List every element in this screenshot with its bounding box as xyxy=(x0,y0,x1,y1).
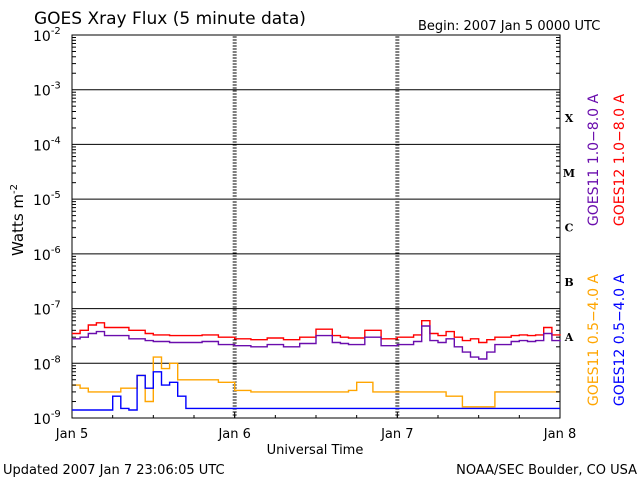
plot-frame xyxy=(71,34,561,419)
legend-label: GOES11 0.5−4.0 A xyxy=(586,274,602,407)
y-axis-label: Watts m-2 xyxy=(9,184,27,256)
series-line xyxy=(72,320,561,344)
y-tick-label: 10-4 xyxy=(33,135,61,154)
footer-updated: Updated 2007 Jan 7 23:06:05 UTC xyxy=(3,463,225,478)
legend-label: GOES11 1.0−8.0 A xyxy=(586,94,602,227)
footer-credit: NOAA/SEC Boulder, CO USA xyxy=(456,463,637,478)
x-axis-label: Universal Time xyxy=(267,443,364,458)
series-line xyxy=(72,371,560,411)
y-tick-label: 10-3 xyxy=(33,81,61,100)
y-axis-ticks: 10-9 10-8 10-7 10-6 10-5 10-4 10-3 10-2 xyxy=(33,26,560,428)
y-tick-label: 10-6 xyxy=(33,245,61,264)
series-layer xyxy=(72,320,561,411)
begin-label: Begin: 2007 Jan 5 0000 UTC xyxy=(418,19,600,34)
x-tick-label: Jan 7 xyxy=(380,427,413,442)
y-tick-label: 10-2 xyxy=(33,26,61,45)
legend-label: GOES12 1.0−8.0 A xyxy=(612,94,628,227)
y-tick-label: 10-8 xyxy=(33,354,61,373)
day-markers xyxy=(232,36,400,416)
flare-class-label: A xyxy=(564,331,574,344)
flare-class-label: M xyxy=(563,167,575,180)
grid-lines xyxy=(72,89,560,364)
y-tick-label: 10-9 xyxy=(33,409,61,428)
series-line xyxy=(72,325,561,360)
legend-entry: GOES12 0.5−4.0 A xyxy=(612,274,628,407)
legend: GOES11 1.0−8.0 A GOES12 1.0−8.0 A GOES11 0… xyxy=(586,94,628,407)
plot-border xyxy=(71,34,561,419)
flare-class-label: C xyxy=(565,222,574,235)
flare-class-label: B xyxy=(564,276,573,289)
x-tick-label: Jan 6 xyxy=(217,427,250,442)
x-axis-ticks: Jan 5 Jan 6 Jan 7 Jan 8 xyxy=(55,412,576,442)
legend-entry: GOES12 1.0−8.0 A xyxy=(612,94,628,227)
x-tick-label: Jan 5 xyxy=(55,427,88,442)
flare-class-label: X xyxy=(565,112,574,125)
x-tick-label: Jan 8 xyxy=(543,427,576,442)
legend-entry: GOES11 1.0−8.0 A xyxy=(586,94,602,227)
legend-entry: GOES11 0.5−4.0 A xyxy=(586,274,602,407)
y-tick-label: 10-7 xyxy=(33,300,61,319)
legend-label: GOES12 0.5−4.0 A xyxy=(612,274,628,407)
svg-text:Watts m-2: Watts m-2 xyxy=(9,184,27,256)
y-tick-label: 10-5 xyxy=(33,190,61,209)
flare-class-labels: X M C B A xyxy=(563,112,575,344)
chart-title: GOES Xray Flux (5 minute data) xyxy=(34,9,306,29)
